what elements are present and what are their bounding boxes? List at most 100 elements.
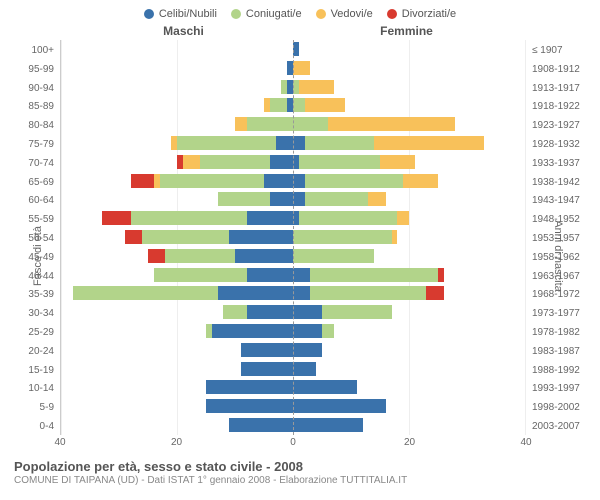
female-half [293, 284, 525, 303]
bar-seg-ved [235, 117, 247, 131]
bar-seg-cel [235, 249, 293, 263]
x-tick: 20 [171, 437, 182, 448]
chart-title: Popolazione per età, sesso e stato civil… [14, 459, 586, 474]
male-half [61, 378, 293, 397]
x-axis: 40200 2040 [60, 437, 526, 455]
bar-seg-cel [247, 268, 293, 282]
birth-label: 1928-1932 [532, 136, 588, 155]
bar-seg-con [293, 249, 374, 263]
birth-label: 1998-2002 [532, 399, 588, 418]
birth-label: 1993-1997 [532, 380, 588, 399]
bar-seg-cel [293, 418, 363, 432]
x-tick: 20 [404, 437, 415, 448]
bar-seg-ved [380, 155, 415, 169]
bar-seg-ved [368, 192, 385, 206]
female-half [293, 59, 525, 78]
bar-seg-cel [247, 305, 293, 319]
legend-swatch [231, 9, 241, 19]
bar-seg-cel [293, 362, 316, 376]
age-label: 15-19 [12, 362, 54, 381]
bar-seg-cel [270, 155, 293, 169]
birth-label: 1913-1917 [532, 80, 588, 99]
male-half [61, 96, 293, 115]
birth-label: 1973-1977 [532, 305, 588, 324]
bar-seg-con [322, 324, 334, 338]
male-half [61, 341, 293, 360]
age-label: 75-79 [12, 136, 54, 155]
bar-seg-con [305, 136, 375, 150]
bar-seg-con [322, 305, 392, 319]
female-half [293, 341, 525, 360]
female-half [293, 303, 525, 322]
birth-label: 1938-1942 [532, 174, 588, 193]
bar-seg-con [299, 211, 398, 225]
plot-area: Fasce di età Anni di nascita 100+95-9990… [12, 40, 588, 435]
bar-seg-ved [397, 211, 409, 225]
bar-seg-cel [212, 324, 293, 338]
female-half [293, 416, 525, 435]
age-label: 0-4 [12, 418, 54, 437]
bar-seg-con [293, 230, 392, 244]
legend: Celibi/NubiliConiugati/eVedovi/eDivorzia… [12, 8, 588, 20]
bar-seg-cel [293, 268, 310, 282]
birth-label: 1933-1937 [532, 155, 588, 174]
age-label: 30-34 [12, 305, 54, 324]
bar-seg-cel [229, 418, 293, 432]
birth-label: 1978-1982 [532, 324, 588, 343]
x-tick: 40 [520, 437, 531, 448]
male-half [61, 247, 293, 266]
chart-subtitle: COMUNE DI TAIPANA (UD) - Dati ISTAT 1° g… [14, 475, 586, 486]
x-axis-male: 40200 [60, 437, 293, 455]
gender-labels: Maschi Femmine [72, 24, 518, 38]
female-half [293, 322, 525, 341]
female-half [293, 153, 525, 172]
male-half [61, 266, 293, 285]
bar-seg-cel [293, 136, 305, 150]
female-half [293, 134, 525, 153]
male-half [61, 360, 293, 379]
female-half [293, 78, 525, 97]
birth-label: 1988-1992 [532, 362, 588, 381]
age-label: 60-64 [12, 192, 54, 211]
birth-label: 1918-1922 [532, 98, 588, 117]
birth-label: 1983-1987 [532, 343, 588, 362]
male-half [61, 153, 293, 172]
bar-seg-con [293, 117, 328, 131]
male-half [61, 134, 293, 153]
female-half [293, 378, 525, 397]
bar-seg-ved [374, 136, 484, 150]
female-half [293, 115, 525, 134]
y-axis-right-title: Anni di nascita [552, 220, 564, 292]
bar-seg-con [310, 268, 438, 282]
age-label: 80-84 [12, 117, 54, 136]
male-half [61, 172, 293, 191]
male-half [61, 40, 293, 59]
female-label: Femmine [295, 24, 518, 38]
age-label: 85-89 [12, 98, 54, 117]
bar-seg-div [148, 249, 165, 263]
bar-seg-cel [247, 211, 293, 225]
bar-seg-div [102, 211, 131, 225]
birth-label: ≤ 1907 [532, 42, 588, 61]
x-tick: 40 [54, 437, 65, 448]
bar-seg-con [270, 98, 287, 112]
bar-seg-cel [229, 230, 293, 244]
age-label: 70-74 [12, 155, 54, 174]
bar-seg-cel [293, 192, 305, 206]
legend-swatch [387, 9, 397, 19]
bar-seg-cel [293, 399, 386, 413]
age-label: 90-94 [12, 80, 54, 99]
legend-label: Divorziati/e [402, 8, 456, 20]
male-half [61, 416, 293, 435]
bar-seg-con [223, 305, 246, 319]
bar-seg-cel [264, 174, 293, 188]
male-half [61, 209, 293, 228]
bar-seg-con [142, 230, 229, 244]
bar-seg-cel [276, 136, 293, 150]
bar-seg-ved [183, 155, 200, 169]
male-half [61, 59, 293, 78]
male-half [61, 78, 293, 97]
legend-swatch [144, 9, 154, 19]
bar-seg-ved [328, 117, 456, 131]
bar-seg-cel [206, 399, 293, 413]
